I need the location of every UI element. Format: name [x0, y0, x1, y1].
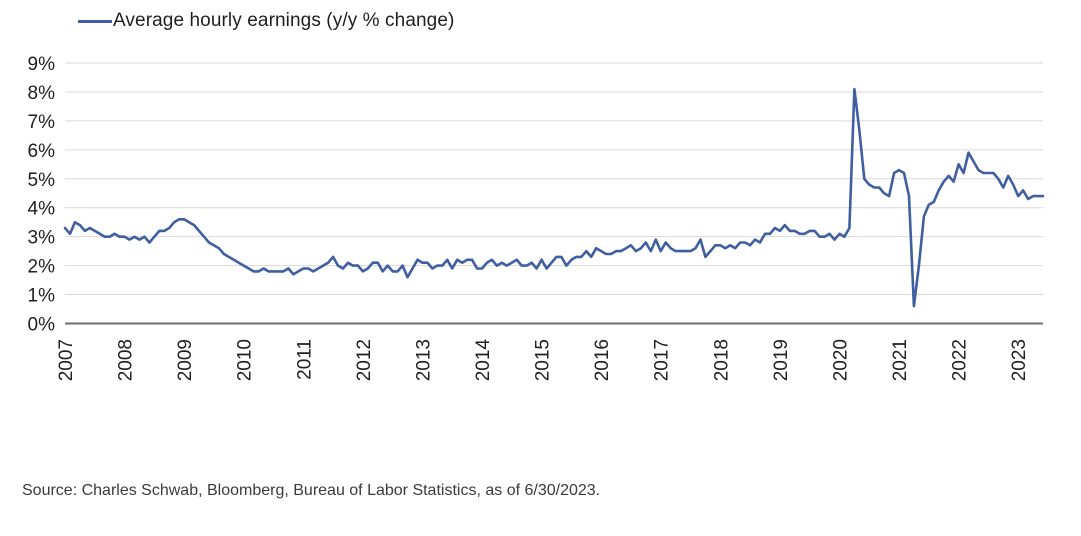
x-tick-label: 2020 — [830, 339, 851, 381]
y-tick-label: 4% — [28, 199, 56, 220]
x-tick-label: 2021 — [890, 339, 911, 381]
x-tick-label: 2019 — [771, 339, 792, 381]
legend-line-swatch — [78, 19, 112, 23]
y-tick-label: 8% — [28, 83, 56, 104]
y-tick-label: 7% — [28, 112, 56, 133]
y-tick-label: 0% — [28, 315, 56, 336]
x-tick-label: 2012 — [354, 339, 375, 381]
x-tick-label: 2023 — [1009, 339, 1030, 381]
x-tick-label: 2022 — [950, 339, 971, 381]
earnings-series-line — [63, 87, 1045, 308]
x-tick-label: 2010 — [235, 339, 256, 381]
y-tick-label: 5% — [28, 170, 56, 191]
earnings-line-chart: 0% 1% 2% 3% 4% 5% 6% 7% 8% 9% 2007 2008 2009 2010 2011… — [28, 54, 1045, 382]
x-tick-label: 2018 — [711, 339, 732, 381]
x-tick-label: 2014 — [473, 339, 494, 382]
x-tick-label: 2017 — [652, 339, 673, 381]
y-tick-label: 6% — [28, 141, 56, 162]
x-tick-label: 2015 — [533, 339, 554, 381]
x-tick-label: 2007 — [56, 339, 77, 381]
x-tick-label: 2016 — [592, 339, 613, 381]
source-note: Source: Charles Schwab, Bloomberg, Burea… — [22, 482, 601, 499]
legend-label: Average hourly earnings (y/y % change) — [113, 10, 455, 31]
x-tick-label: 2013 — [413, 339, 434, 381]
chart-legend: Average hourly earnings (y/y % change) — [78, 10, 454, 32]
y-tick-label: 1% — [28, 286, 56, 307]
x-tick-label: 2009 — [175, 339, 196, 381]
x-tick-label: 2011 — [294, 339, 315, 380]
y-tick-label: 2% — [28, 257, 56, 278]
y-tick-label: 9% — [28, 54, 56, 75]
x-tick-label: 2008 — [116, 339, 137, 381]
y-tick-label: 3% — [28, 228, 56, 249]
